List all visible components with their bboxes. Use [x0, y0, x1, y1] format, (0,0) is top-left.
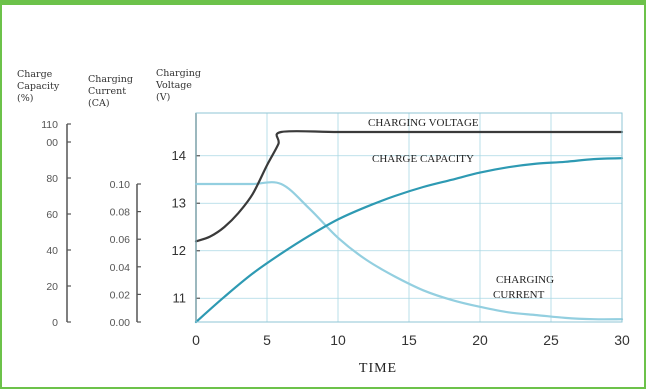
- capacity-header-line-2: Capacity: [17, 81, 60, 92]
- current-tick-label-2: 0.06: [110, 234, 131, 246]
- x-tick-label-1: 5: [263, 332, 271, 348]
- capacity-tick-label-5: 20: [46, 281, 58, 293]
- voltage-series-label: CHARGING VOLTAGE: [368, 117, 479, 129]
- axis-ticks: 110008060402000.100.080.060.040.020.0014…: [41, 119, 630, 348]
- current-label-line-1: CHARGING: [496, 274, 554, 286]
- capacity-header-line-1: Charge: [17, 69, 53, 80]
- voltage-tick-label-1: 13: [172, 195, 186, 210]
- current-tick-label-1: 0.08: [110, 207, 131, 219]
- frame-top-bar: [2, 2, 644, 5]
- voltage-header-line-2: Voltage: [155, 80, 192, 91]
- voltage-header-line-3: (V): [156, 92, 170, 103]
- voltage-tick-label-3: 11: [173, 290, 187, 305]
- x-tick-label-0: 0: [192, 332, 200, 348]
- x-tick-label-3: 15: [401, 332, 417, 348]
- capacity-tick-label-0: 110: [41, 119, 58, 131]
- x-tick-label-6: 30: [614, 332, 630, 348]
- current-label-line-2: CURRENT: [493, 289, 545, 301]
- voltage-axis-header: Charging Voltage (V): [155, 68, 204, 103]
- voltage-header-line-1: Charging: [156, 68, 201, 79]
- capacity-tick-label-3: 60: [46, 209, 58, 221]
- x-axis-label: TIME: [359, 361, 397, 376]
- capacity-tick-label-4: 40: [46, 245, 58, 257]
- plot-area-border: [195, 112, 623, 323]
- current-tick-label-5: 0.00: [110, 317, 131, 329]
- series-layer: [194, 130, 624, 324]
- current-axis-header: Charging Current (CA): [88, 74, 136, 109]
- capacity-series-line: [194, 157, 624, 324]
- capacity-header-line-3: (%): [17, 93, 33, 104]
- capacity-axis-header: Charge Capacity (%): [17, 69, 62, 104]
- x-tick-label-5: 25: [543, 332, 559, 348]
- x-tick-label-2: 10: [330, 332, 346, 348]
- capacity-tick-label-2: 80: [46, 173, 58, 185]
- current-header-line-3: (CA): [88, 98, 110, 109]
- current-tick-label-3: 0.04: [110, 262, 131, 274]
- x-tick-label-4: 20: [472, 332, 488, 348]
- capacity-series-label: CHARGE CAPACITY: [372, 153, 474, 165]
- current-series-label: CHARGING CURRENT: [493, 274, 557, 301]
- voltage-tick-label-2: 12: [172, 243, 186, 258]
- capacity-tick-label-1: 00: [46, 137, 58, 149]
- current-tick-label-4: 0.02: [110, 289, 131, 301]
- current-tick-label-0: 0.10: [110, 179, 131, 191]
- current-header-line-1: Charging: [88, 74, 133, 85]
- capacity-tick-label-6: 0: [52, 317, 58, 329]
- voltage-series-line: [194, 130, 624, 243]
- plot-grid: [196, 113, 622, 322]
- current-series-line: [194, 181, 624, 321]
- current-header-line-2: Current: [88, 86, 126, 97]
- voltage-tick-label-0: 14: [172, 148, 186, 163]
